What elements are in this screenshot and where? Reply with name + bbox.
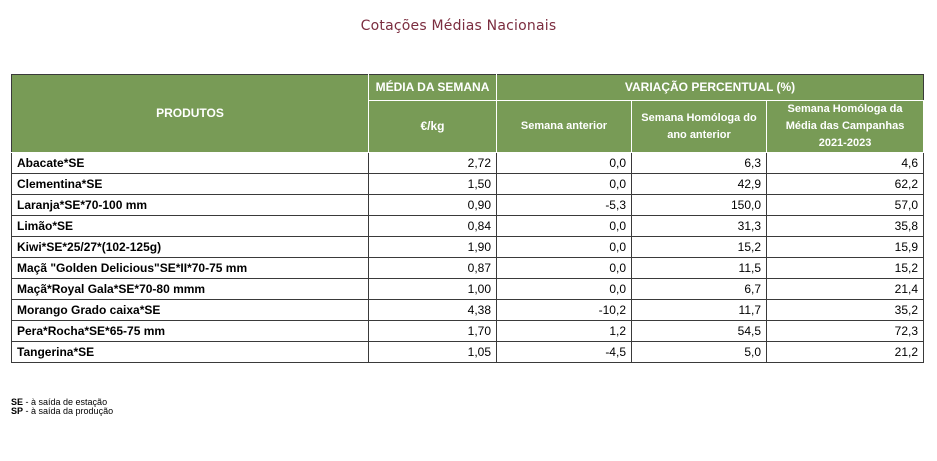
footnotes: SE - à saída de estação SP - à saída da … [11, 398, 113, 416]
header-media-semana: MÉDIA DA SEMANA [368, 74, 497, 101]
footnote-sp: SP - à saída da produção [11, 407, 113, 416]
cell-produto: Clementina*SE [11, 173, 369, 195]
cell-var-homologa: 150,0 [631, 194, 767, 216]
table-row: Clementina*SE 1,50 0,0 42,9 62,2 [11, 173, 925, 195]
cell-media: 1,70 [368, 320, 497, 342]
footnote-se: SE - à saída de estação [11, 398, 113, 407]
cell-var-semana: 0,0 [496, 236, 632, 258]
header-semana-anterior: Semana anterior [496, 100, 632, 153]
cell-produto: Kiwi*SE*25/27*(102-125g) [11, 236, 369, 258]
footnote-text: - à saída de estação [23, 397, 108, 407]
cell-media: 1,05 [368, 341, 497, 363]
cell-media: 1,50 [368, 173, 497, 195]
header-semana-homologa-media: Semana Homóloga da Média das Campanhas 2… [765, 100, 925, 153]
cell-var-semana: 0,0 [496, 215, 632, 237]
cell-var-media-campanhas: 62,2 [765, 173, 925, 195]
cell-var-media-campanhas: 15,9 [765, 236, 925, 258]
footnote-abbr: SP [11, 406, 24, 416]
table-row: Abacate*SE 2,72 0,0 6,3 4,6 [11, 152, 925, 174]
header-unit: €/kg [368, 100, 497, 153]
cell-var-semana: 1,2 [496, 320, 632, 342]
table-row: Kiwi*SE*25/27*(102-125g) 1,90 0,0 15,2 15,9 [11, 236, 925, 258]
page-title: Cotações Médias Nacionais [360, 18, 557, 34]
table-row: Laranja*SE*70-100 mm 0,90 -5,3 150,0 57,0 [11, 194, 925, 216]
cell-var-homologa: 6,3 [631, 152, 767, 174]
price-table: PRODUTOS MÉDIA DA SEMANA VARIAÇÃO PERCEN… [11, 74, 925, 363]
cell-var-semana: 0,0 [496, 173, 632, 195]
cell-var-homologa: 54,5 [631, 320, 767, 342]
table-row: Morango Grado caixa*SE 4,38 -10,2 11,7 35,2 [11, 299, 925, 321]
cell-produto: Limão*SE [11, 215, 369, 237]
cell-var-media-campanhas: 35,2 [765, 299, 925, 321]
table-row: Maçã*Royal Gala*SE*70-80 mmm 1,00 0,0 6,7 21… [11, 278, 925, 300]
cell-media: 0,90 [368, 194, 497, 216]
cell-var-media-campanhas: 21,2 [765, 341, 925, 363]
cell-var-media-campanhas: 4,6 [765, 152, 925, 174]
cell-var-semana: -10,2 [496, 299, 632, 321]
cell-media: 1,90 [368, 236, 497, 258]
cell-produto: Morango Grado caixa*SE [11, 299, 369, 321]
cell-var-semana: 0,0 [496, 278, 632, 300]
cell-produto: Pera*Rocha*SE*65-75 mm [11, 320, 369, 342]
cell-produto: Tangerina*SE [11, 341, 369, 363]
cell-var-homologa: 11,5 [631, 257, 767, 279]
cell-produto: Abacate*SE [11, 152, 369, 174]
header-produtos: PRODUTOS [11, 74, 369, 153]
cell-produto: Maçã "Golden Delicious"SE*II*70-75 mm [11, 257, 369, 279]
table-row: Limão*SE 0,84 0,0 31,3 35,8 [11, 215, 925, 237]
cell-media: 4,38 [368, 299, 497, 321]
header-semana-homologa: Semana Homóloga do ano anterior [631, 100, 767, 153]
cell-produto: Maçã*Royal Gala*SE*70-80 mmm [11, 278, 369, 300]
cell-var-semana: 0,0 [496, 257, 632, 279]
table-row: Tangerina*SE 1,05 -4,5 5,0 21,2 [11, 341, 925, 363]
cell-media: 0,84 [368, 215, 497, 237]
header-variacao: VARIAÇÃO PERCENTUAL (%) [495, 74, 925, 101]
cell-var-homologa: 31,3 [631, 215, 767, 237]
cell-var-media-campanhas: 35,8 [765, 215, 925, 237]
cell-var-homologa: 15,2 [631, 236, 767, 258]
cell-var-homologa: 42,9 [631, 173, 767, 195]
cell-var-media-campanhas: 72,3 [765, 320, 925, 342]
footnote-text: - à saída da produção [23, 406, 114, 416]
footnote-abbr: SE [11, 397, 24, 407]
cell-media: 1,00 [368, 278, 497, 300]
cell-var-homologa: 6,7 [631, 278, 767, 300]
table-row: Maçã "Golden Delicious"SE*II*70-75 mm 0,8… [11, 257, 925, 279]
cell-var-semana: 0,0 [496, 152, 632, 174]
cell-media: 0,87 [368, 257, 497, 279]
cell-var-homologa: 11,7 [631, 299, 767, 321]
cell-var-media-campanhas: 15,2 [765, 257, 925, 279]
cell-var-media-campanhas: 57,0 [765, 194, 925, 216]
cell-var-media-campanhas: 21,4 [765, 278, 925, 300]
cell-var-semana: -5,3 [496, 194, 632, 216]
cell-var-semana: -4,5 [496, 341, 632, 363]
cell-produto: Laranja*SE*70-100 mm [11, 194, 369, 216]
cell-var-homologa: 5,0 [631, 341, 767, 363]
table-row: Pera*Rocha*SE*65-75 mm 1,70 1,2 54,5 72,3 [11, 320, 925, 342]
cell-media: 2,72 [368, 152, 497, 174]
